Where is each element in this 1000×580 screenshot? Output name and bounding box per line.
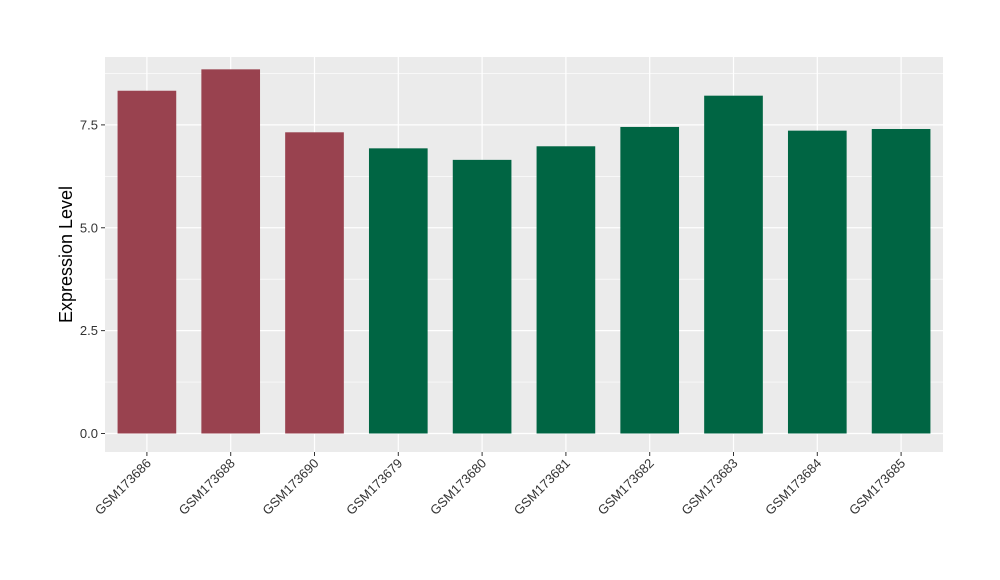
y-axis-title: Expression Level: [56, 186, 76, 323]
x-tick-label: GSM173688: [176, 456, 238, 518]
x-tick-label: GSM173684: [762, 456, 824, 518]
x-tick-label: GSM173679: [343, 456, 405, 518]
bar-GSM173690: [285, 132, 344, 434]
x-tick-label: GSM173690: [259, 456, 321, 518]
y-tick-label: 2.5: [80, 323, 98, 338]
x-tick-label: GSM173686: [92, 456, 154, 518]
x-tick-label: GSM173680: [427, 456, 489, 518]
x-tick-label: GSM173683: [678, 456, 740, 518]
bar-GSM173679: [368, 148, 428, 434]
x-axis: GSM173686 GSM173688 GSM173690 GSM173679 GSM1…: [92, 452, 908, 518]
bar-GSM173686: [117, 90, 177, 434]
bar-GSM173685: [871, 129, 931, 434]
bar-GSM173683: [704, 95, 763, 434]
y-tick-label: 5.0: [80, 220, 98, 235]
bar-GSM173680: [452, 159, 512, 434]
y-tick-label: 7.5: [80, 117, 98, 132]
y-tick-label: 0.0: [80, 426, 98, 441]
x-tick-label: GSM173682: [595, 456, 657, 518]
bar-GSM173681: [536, 146, 596, 434]
bar-GSM173688: [201, 69, 261, 434]
y-axis: 0.0 2.5 5.0 7.5: [80, 117, 105, 441]
bar-GSM173684: [787, 130, 847, 434]
bars: [117, 69, 931, 434]
bar-GSM173682: [620, 126, 680, 434]
x-tick-label: GSM173685: [846, 456, 908, 518]
x-tick-label: GSM173681: [511, 456, 573, 518]
